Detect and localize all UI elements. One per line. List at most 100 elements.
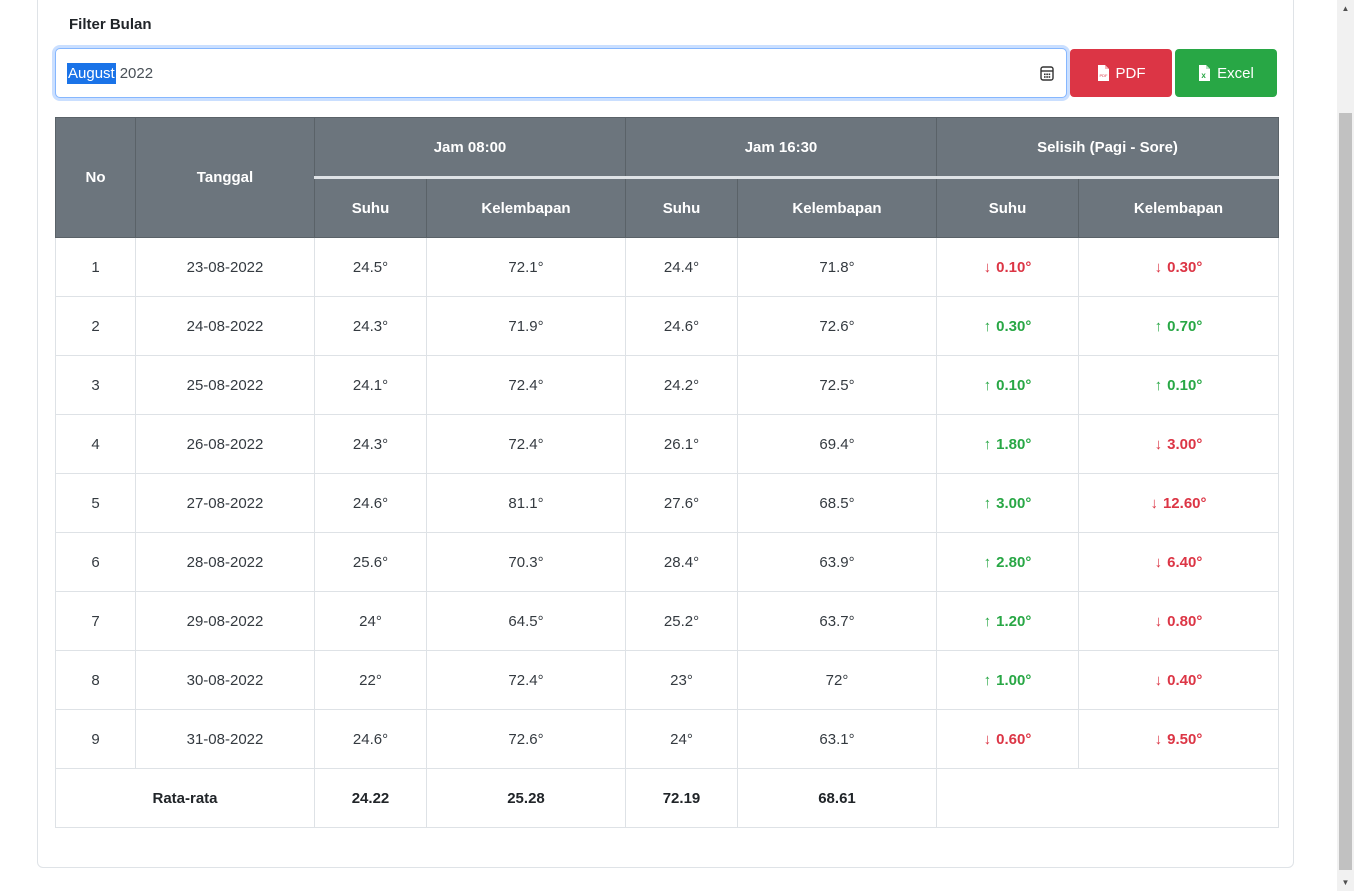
svg-text:PDF: PDF (1099, 73, 1108, 78)
arrow-up-icon: ↑ (1154, 317, 1163, 335)
arrow-down-icon: ↓ (1154, 730, 1163, 748)
cell-selisih-suhu: ↑ 2.80° (936, 532, 1079, 592)
cell-no: 1 (55, 237, 136, 297)
cell-selisih-suhu: ↑ 0.10° (936, 355, 1079, 415)
header-jam-pagi: Jam 08:00 (314, 117, 626, 179)
arrow-up-icon: ↑ (983, 553, 992, 571)
month-selected-text: August (67, 62, 116, 84)
export-pdf-label: PDF (1115, 64, 1146, 82)
month-picker-input[interactable]: August 2022 (55, 48, 1067, 98)
arrow-up-icon: ↑ (983, 317, 992, 335)
cell-kelembapan-pagi: 72.4° (426, 414, 626, 474)
cell-selisih-kelembapan: ↓ 6.40° (1078, 532, 1279, 592)
scroll-up-icon[interactable]: ▲ (1341, 4, 1350, 13)
cell-selisih-kelembapan: ↓ 0.80° (1078, 591, 1279, 651)
cell-selisih-suhu: ↓ 0.60° (936, 709, 1079, 769)
arrow-down-icon: ↓ (1154, 435, 1163, 453)
diff-suhu-value: 2.80° (996, 553, 1032, 571)
cell-tanggal: 31-08-2022 (135, 709, 315, 769)
cell-suhu-sore: 24.2° (625, 355, 738, 415)
average-empty-cell (936, 768, 1279, 828)
scrollbar-thumb[interactable] (1339, 113, 1352, 870)
diff-suhu: ↑ 1.00° (984, 672, 1032, 689)
arrow-down-icon: ↓ (1154, 671, 1163, 689)
export-pdf-button[interactable]: PDF PDF (1070, 49, 1172, 97)
cell-tanggal: 23-08-2022 (135, 237, 315, 297)
diff-kelembapan-value: 6.40° (1167, 553, 1203, 571)
diff-kelembapan: ↓ 6.40° (1155, 554, 1203, 571)
header-kelembapan-sore: Kelembapan (737, 177, 937, 238)
cell-selisih-kelembapan: ↓ 3.00° (1078, 414, 1279, 474)
cell-selisih-kelembapan: ↑ 0.10° (1078, 355, 1279, 415)
arrow-down-icon: ↓ (1154, 258, 1163, 276)
cell-suhu-pagi: 22° (314, 650, 427, 710)
humidity-temperature-table: No Tanggal Jam 08:00 Jam 16:30 Selisih (… (55, 117, 1279, 828)
diff-suhu-value: 1.20° (996, 612, 1032, 630)
average-suhu-pagi: 24.22 (314, 768, 427, 828)
vertical-scrollbar[interactable]: ▲ ▼ (1337, 0, 1354, 891)
cell-suhu-sore: 23° (625, 650, 738, 710)
average-suhu-sore: 72.19 (625, 768, 738, 828)
pdf-file-icon: PDF (1097, 65, 1109, 81)
cell-selisih-suhu: ↑ 1.20° (936, 591, 1079, 651)
cell-no: 6 (55, 532, 136, 592)
average-kelembapan-sore: 68.61 (737, 768, 937, 828)
diff-suhu: ↑ 3.00° (984, 495, 1032, 512)
diff-kelembapan-value: 3.00° (1167, 435, 1203, 453)
diff-kelembapan: ↓ 12.60° (1150, 495, 1206, 512)
header-no: No (55, 117, 136, 238)
diff-kelembapan: ↓ 3.00° (1155, 436, 1203, 453)
table-row: 4 26-08-2022 24.3° 72.4° 26.1° 69.4° ↑ 1.… (55, 414, 1279, 474)
cell-suhu-sore: 24.4° (625, 237, 738, 297)
header-kelembapan-selisih: Kelembapan (1078, 177, 1279, 238)
cell-suhu-sore: 24° (625, 709, 738, 769)
cell-kelembapan-sore: 63.7° (737, 591, 937, 651)
cell-suhu-sore: 24.6° (625, 296, 738, 356)
calendar-icon[interactable] (1040, 65, 1054, 81)
cell-kelembapan-sore: 63.1° (737, 709, 937, 769)
cell-kelembapan-pagi: 71.9° (426, 296, 626, 356)
scroll-down-icon[interactable]: ▼ (1341, 878, 1350, 887)
header-kelembapan-pagi: Kelembapan (426, 177, 626, 238)
cell-suhu-pagi: 24.6° (314, 473, 427, 533)
cell-tanggal: 30-08-2022 (135, 650, 315, 710)
cell-tanggal: 28-08-2022 (135, 532, 315, 592)
diff-suhu: ↑ 0.30° (984, 318, 1032, 335)
arrow-up-icon: ↑ (1154, 376, 1163, 394)
cell-kelembapan-pagi: 72.1° (426, 237, 626, 297)
arrow-up-icon: ↑ (983, 671, 992, 689)
svg-text:x: x (1202, 71, 1207, 80)
diff-kelembapan-value: 12.60° (1162, 494, 1207, 512)
export-excel-button[interactable]: x Excel (1175, 49, 1277, 97)
cell-suhu-pagi: 24° (314, 591, 427, 651)
diff-kelembapan-value: 0.40° (1167, 671, 1203, 689)
cell-suhu-sore: 26.1° (625, 414, 738, 474)
diff-kelembapan: ↓ 0.40° (1155, 672, 1203, 689)
cell-selisih-suhu: ↓ 0.10° (936, 237, 1079, 297)
cell-kelembapan-sore: 68.5° (737, 473, 937, 533)
header-suhu-selisih: Suhu (936, 177, 1079, 238)
cell-suhu-sore: 27.6° (625, 473, 738, 533)
diff-suhu-value: 0.30° (996, 317, 1032, 335)
cell-selisih-kelembapan: ↑ 0.70° (1078, 296, 1279, 356)
cell-kelembapan-sore: 72.5° (737, 355, 937, 415)
arrow-up-icon: ↑ (983, 435, 992, 453)
diff-kelembapan-value: 9.50° (1167, 730, 1203, 748)
cell-no: 3 (55, 355, 136, 415)
filter-label: Filter Bulan (69, 16, 152, 33)
table-row: 8 30-08-2022 22° 72.4° 23° 72° ↑ 1.00° ↓ 0… (55, 650, 1279, 710)
diff-kelembapan-value: 0.30° (1167, 258, 1203, 276)
cell-suhu-pagi: 24.6° (314, 709, 427, 769)
average-kelembapan-pagi: 25.28 (426, 768, 626, 828)
cell-selisih-suhu: ↑ 3.00° (936, 473, 1079, 533)
cell-no: 7 (55, 591, 136, 651)
header-jam-sore: Jam 16:30 (625, 117, 937, 179)
average-label: Rata-rata (55, 768, 315, 828)
diff-kelembapan: ↓ 0.80° (1155, 613, 1203, 630)
arrow-down-icon: ↓ (1150, 494, 1158, 512)
diff-kelembapan-value: 0.10° (1167, 376, 1203, 394)
cell-suhu-pagi: 24.3° (314, 296, 427, 356)
table-row: 2 24-08-2022 24.3° 71.9° 24.6° 72.6° ↑ 0.… (55, 296, 1279, 356)
diff-suhu-value: 0.10° (996, 258, 1032, 276)
cell-tanggal: 26-08-2022 (135, 414, 315, 474)
